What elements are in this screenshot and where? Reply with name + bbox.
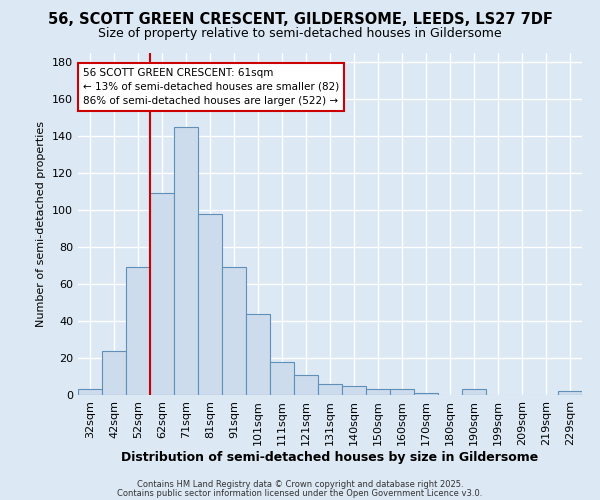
Bar — [414, 393, 438, 395]
Text: 56, SCOTT GREEN CRESCENT, GILDERSOME, LEEDS, LS27 7DF: 56, SCOTT GREEN CRESCENT, GILDERSOME, LE… — [47, 12, 553, 28]
Bar — [558, 392, 582, 395]
Bar — [198, 214, 222, 395]
Bar — [126, 268, 150, 395]
Bar — [342, 386, 366, 395]
Bar — [390, 390, 414, 395]
Bar — [78, 390, 102, 395]
Bar — [222, 268, 246, 395]
Bar — [270, 362, 294, 395]
Bar — [174, 126, 198, 395]
Y-axis label: Number of semi-detached properties: Number of semi-detached properties — [37, 120, 46, 327]
Text: Contains public sector information licensed under the Open Government Licence v3: Contains public sector information licen… — [118, 488, 482, 498]
Bar — [462, 390, 486, 395]
Text: Size of property relative to semi-detached houses in Gildersome: Size of property relative to semi-detach… — [98, 28, 502, 40]
Bar — [318, 384, 342, 395]
Bar — [294, 374, 318, 395]
Text: Contains HM Land Registry data © Crown copyright and database right 2025.: Contains HM Land Registry data © Crown c… — [137, 480, 463, 489]
X-axis label: Distribution of semi-detached houses by size in Gildersome: Distribution of semi-detached houses by … — [121, 450, 539, 464]
Bar — [102, 350, 126, 395]
Bar — [366, 390, 390, 395]
Bar — [246, 314, 270, 395]
Bar — [150, 193, 174, 395]
Text: 56 SCOTT GREEN CRESCENT: 61sqm
← 13% of semi-detached houses are smaller (82)
86: 56 SCOTT GREEN CRESCENT: 61sqm ← 13% of … — [83, 68, 339, 106]
